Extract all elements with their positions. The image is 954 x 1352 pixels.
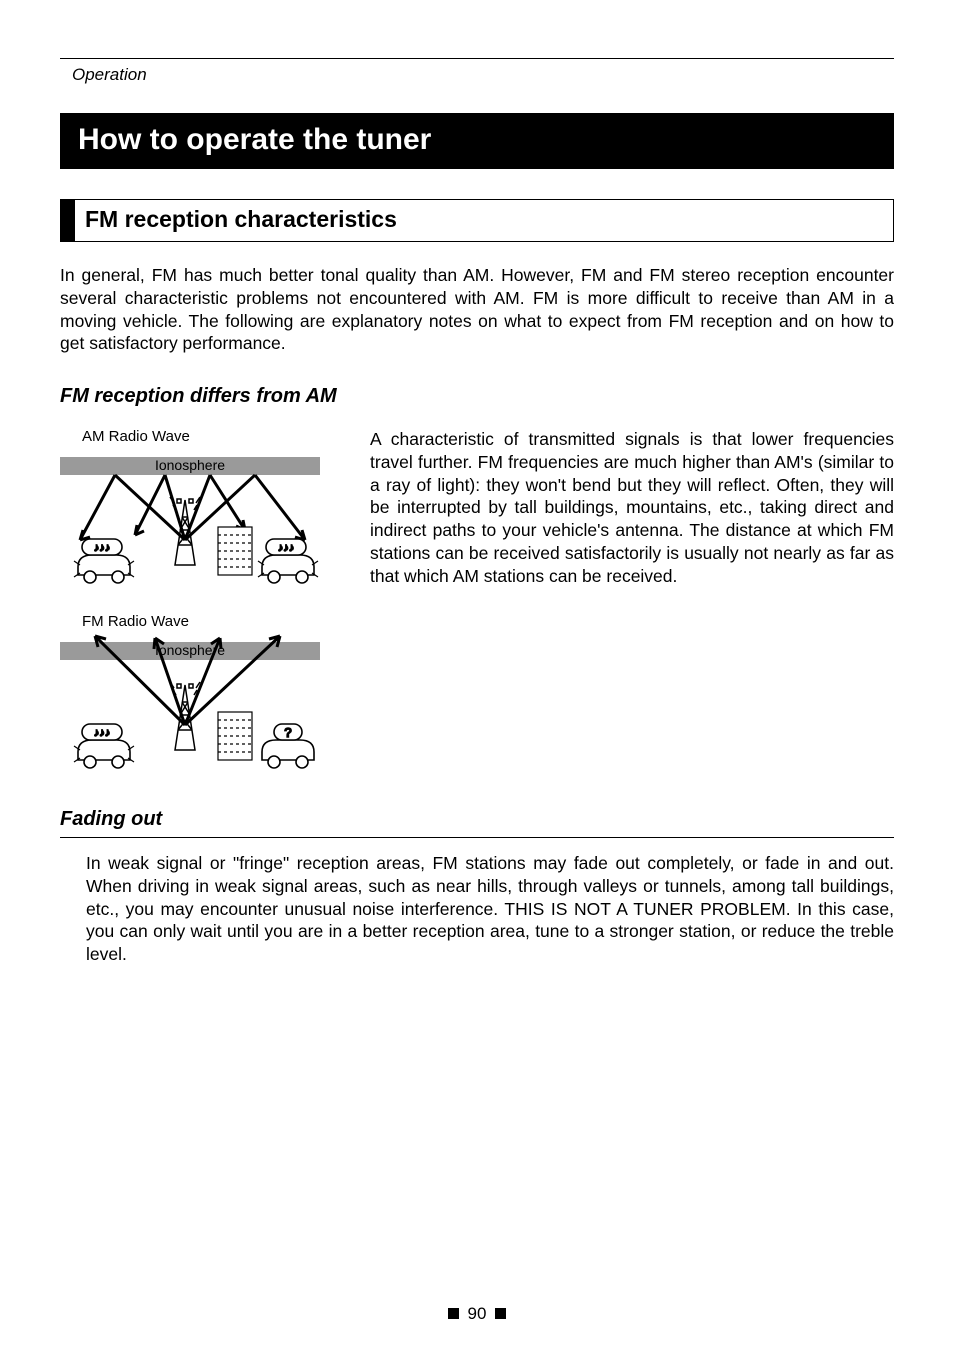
sub1-body: A characteristic of transmitted signals … bbox=[370, 428, 894, 780]
ionosphere-label-1: Ionosphere bbox=[155, 457, 225, 473]
subheading-2: Fading out bbox=[60, 808, 894, 831]
footer-square-left bbox=[448, 1308, 459, 1319]
sub2-body: In weak signal or "fringe" reception are… bbox=[60, 852, 894, 966]
svg-text:♪♪♪: ♪♪♪ bbox=[278, 542, 295, 554]
svg-text:?: ? bbox=[284, 725, 291, 740]
section-heading-box: FM reception characteristics bbox=[60, 199, 894, 242]
am-radio-diagram: Ionosphere bbox=[60, 445, 320, 595]
fm-diagram-label: FM Radio Wave bbox=[82, 613, 340, 630]
diagram-column: AM Radio Wave Ionosphere bbox=[60, 428, 340, 780]
page-number: 90 bbox=[468, 1304, 487, 1323]
footer-square-right bbox=[495, 1308, 506, 1319]
diagram-text-row: AM Radio Wave Ionosphere bbox=[60, 428, 894, 780]
fm-diagram-wrapper: FM Radio Wave Ionosphere bbox=[60, 613, 340, 780]
chapter-title: How to operate the tuner bbox=[60, 113, 894, 169]
heading-accent-bar bbox=[61, 200, 75, 241]
svg-text:♪♪♪: ♪♪♪ bbox=[94, 727, 111, 739]
section-label: Operation bbox=[60, 59, 894, 85]
subsection-2: Fading out In weak signal or "fringe" re… bbox=[60, 808, 894, 966]
svg-text:♪♪♪: ♪♪♪ bbox=[94, 542, 111, 554]
page-footer: 90 bbox=[0, 1304, 954, 1324]
section-heading: FM reception characteristics bbox=[75, 200, 397, 241]
intro-paragraph: In general, FM has much better tonal qua… bbox=[60, 264, 894, 355]
subheading-1: FM reception differs from AM bbox=[60, 385, 894, 408]
subheading-2-rule bbox=[60, 837, 894, 838]
page-container: Operation How to operate the tuner FM re… bbox=[0, 0, 954, 1352]
fm-radio-diagram: Ionosphere bbox=[60, 630, 320, 780]
am-diagram-label: AM Radio Wave bbox=[82, 428, 340, 445]
